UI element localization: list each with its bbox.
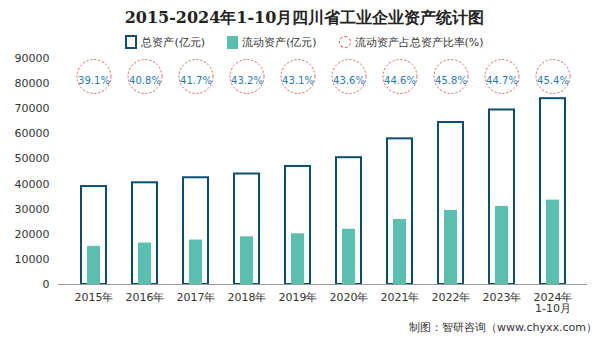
svg-text:43.1%: 43.1%	[282, 75, 314, 86]
svg-text:2023年: 2023年	[483, 291, 522, 304]
svg-text:90000: 90000	[15, 52, 50, 65]
svg-text:2024年1-10月: 2024年1-10月	[534, 291, 573, 315]
html-text:制图：智研咨询（www.chyxx.com）: 制图：智研咨询（www.chyxx.com）	[409, 321, 597, 334]
html-text:流动资产(亿元): 流动资产(亿元)	[242, 35, 317, 49]
svg-text:43.6%: 43.6%	[333, 75, 365, 86]
svg-text:2020年: 2020年	[330, 291, 369, 304]
svg-text:43.2%: 43.2%	[231, 75, 263, 86]
svg-text:20000: 20000	[15, 228, 50, 241]
html-text:2015-2024年1-10月四川省工业企业资产统计图: 2015-2024年1-10月四川省工业企业资产统计图	[124, 8, 485, 27]
svg-text:60000: 60000	[15, 127, 50, 140]
svg-text:2015年: 2015年	[75, 291, 114, 304]
html-text:总资产(亿元): 总资产(亿元)	[141, 35, 205, 49]
svg-text:70000: 70000	[15, 102, 50, 115]
html-text:流动资产占总资产比率(%): 流动资产占总资产比率(%)	[354, 35, 484, 49]
svg-text:80000: 80000	[15, 77, 50, 90]
svg-text:2017年: 2017年	[177, 291, 216, 304]
svg-text:2016年: 2016年	[126, 291, 165, 304]
svg-text:40000: 40000	[15, 178, 50, 191]
svg-text:41.7%: 41.7%	[180, 75, 212, 86]
svg-text:2018年: 2018年	[228, 291, 267, 304]
svg-text:40.8%: 40.8%	[129, 75, 161, 86]
svg-text:10000: 10000	[15, 253, 50, 266]
svg-text:45.8%: 45.8%	[435, 75, 467, 86]
svg-text:44.7%: 44.7%	[486, 75, 518, 86]
svg-text:2022年: 2022年	[432, 291, 471, 304]
svg-text:50000: 50000	[15, 152, 50, 165]
svg-text:45.4%: 45.4%	[537, 75, 569, 86]
svg-text:2019年: 2019年	[279, 291, 318, 304]
svg-text:30000: 30000	[15, 203, 50, 216]
svg-text:39.1%: 39.1%	[78, 75, 110, 86]
svg-text:2021年: 2021年	[381, 291, 420, 304]
svg-text:44.6%: 44.6%	[384, 75, 416, 86]
svg-text:0: 0	[43, 278, 50, 291]
